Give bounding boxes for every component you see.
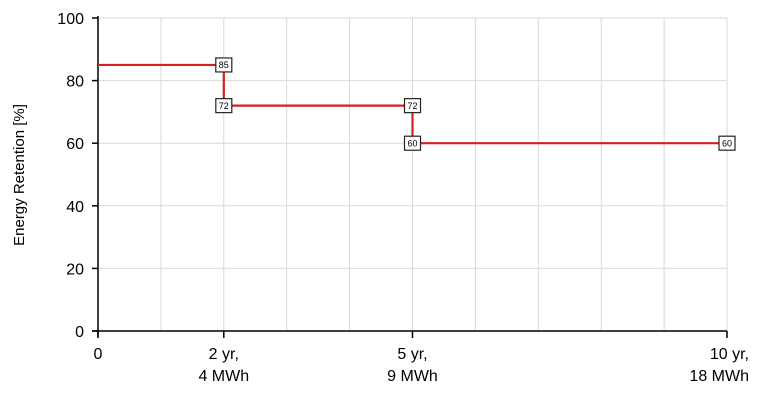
y-tick-label-60: 60 [66, 136, 84, 153]
tick-labels: 0 20 40 60 80 100 0 2 yr, 4 MWh 5 yr, 9 MWh 10 yr, 1… [57, 11, 749, 385]
data-label-1: 85 [219, 60, 229, 70]
data-marker-box-2 [215, 98, 233, 114]
x-tick-label-0-line-1: 0 [94, 346, 103, 363]
data-marker-4: 60 [403, 135, 422, 151]
data-marker-5: 60 [718, 135, 736, 151]
data-label-4: 60 [407, 138, 417, 148]
y-axis-label: Energy Retention [%] [11, 104, 28, 246]
data-marker-2: 72 [215, 98, 233, 114]
data-marker-box-4 [403, 135, 422, 151]
grid [98, 17, 728, 331]
y-tick-label-80: 80 [66, 74, 84, 91]
x-tick-label-5-line-1: 5 yr, [397, 346, 427, 363]
data-marker-1: 85 [215, 57, 233, 73]
data-marker-box-1 [215, 57, 233, 73]
x-tick-label-5-line-2: 9 MWh [387, 368, 438, 385]
data-marker-box-3 [403, 98, 422, 114]
data-marker-box-5 [718, 135, 736, 151]
x-tick-label-2-line-1: 2 yr, [209, 346, 239, 363]
y-tick-label-40: 40 [66, 199, 84, 216]
series [98, 63, 727, 145]
x-tick-label-2-line-2: 4 MWh [198, 368, 249, 385]
axes [92, 16, 728, 338]
series-line-1 [98, 63, 727, 145]
y-tick-label-100: 100 [57, 11, 84, 28]
data-label-5: 60 [722, 138, 732, 148]
data-label-2: 72 [219, 101, 229, 111]
y-tick-label-0: 0 [75, 324, 84, 341]
data-marker-3: 72 [403, 98, 422, 114]
x-tick-label-10-line-1: 10 yr, [710, 346, 749, 363]
y-tick-label-20: 20 [66, 261, 84, 278]
data-label-3: 72 [407, 101, 417, 111]
x-tick-label-10-line-2: 18 MWh [689, 368, 749, 385]
data-markers: 85 72 72 60 60 [215, 57, 736, 151]
